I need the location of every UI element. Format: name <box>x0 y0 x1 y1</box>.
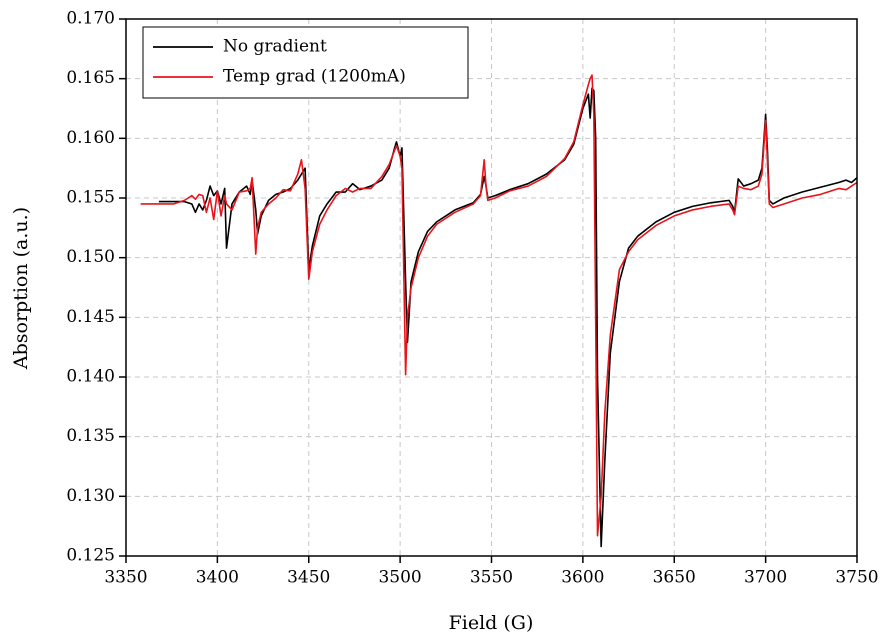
x-axis-label: Field (G) <box>449 612 534 634</box>
x-tick-label: 3650 <box>653 568 696 588</box>
y-tick-label: 0.160 <box>66 128 115 148</box>
legend-label: Temp grad (1200mA) <box>223 67 406 87</box>
y-tick-label: 0.125 <box>66 546 115 566</box>
y-tick-label: 0.155 <box>66 188 115 208</box>
x-tick-label: 3600 <box>561 568 604 588</box>
y-tick-label: 0.140 <box>66 367 115 387</box>
y-tick-label: 0.135 <box>66 426 115 446</box>
x-tick-label: 3350 <box>104 568 147 588</box>
y-axis-label: Absorption (a.u.) <box>10 207 32 370</box>
data-line <box>140 74 858 537</box>
plot-frame <box>125 18 858 557</box>
x-tick-label: 3450 <box>287 568 330 588</box>
x-tick-label: 3500 <box>378 568 421 588</box>
y-tick-label: 0.150 <box>66 247 115 267</box>
x-tick-label: 3700 <box>744 568 787 588</box>
legend: No gradient Temp grad (1200mA) <box>142 26 469 99</box>
y-tick-label: 0.145 <box>66 307 115 327</box>
legend-label: No gradient <box>223 37 327 57</box>
y-tick-label: 0.170 <box>66 9 115 29</box>
x-tick-label: 3550 <box>470 568 513 588</box>
y-tick-label: 0.165 <box>66 68 115 88</box>
legend-box <box>142 26 469 99</box>
y-tick-label: 0.130 <box>66 486 115 506</box>
x-tick-label: 3400 <box>196 568 239 588</box>
x-tick-label: 3750 <box>835 568 878 588</box>
